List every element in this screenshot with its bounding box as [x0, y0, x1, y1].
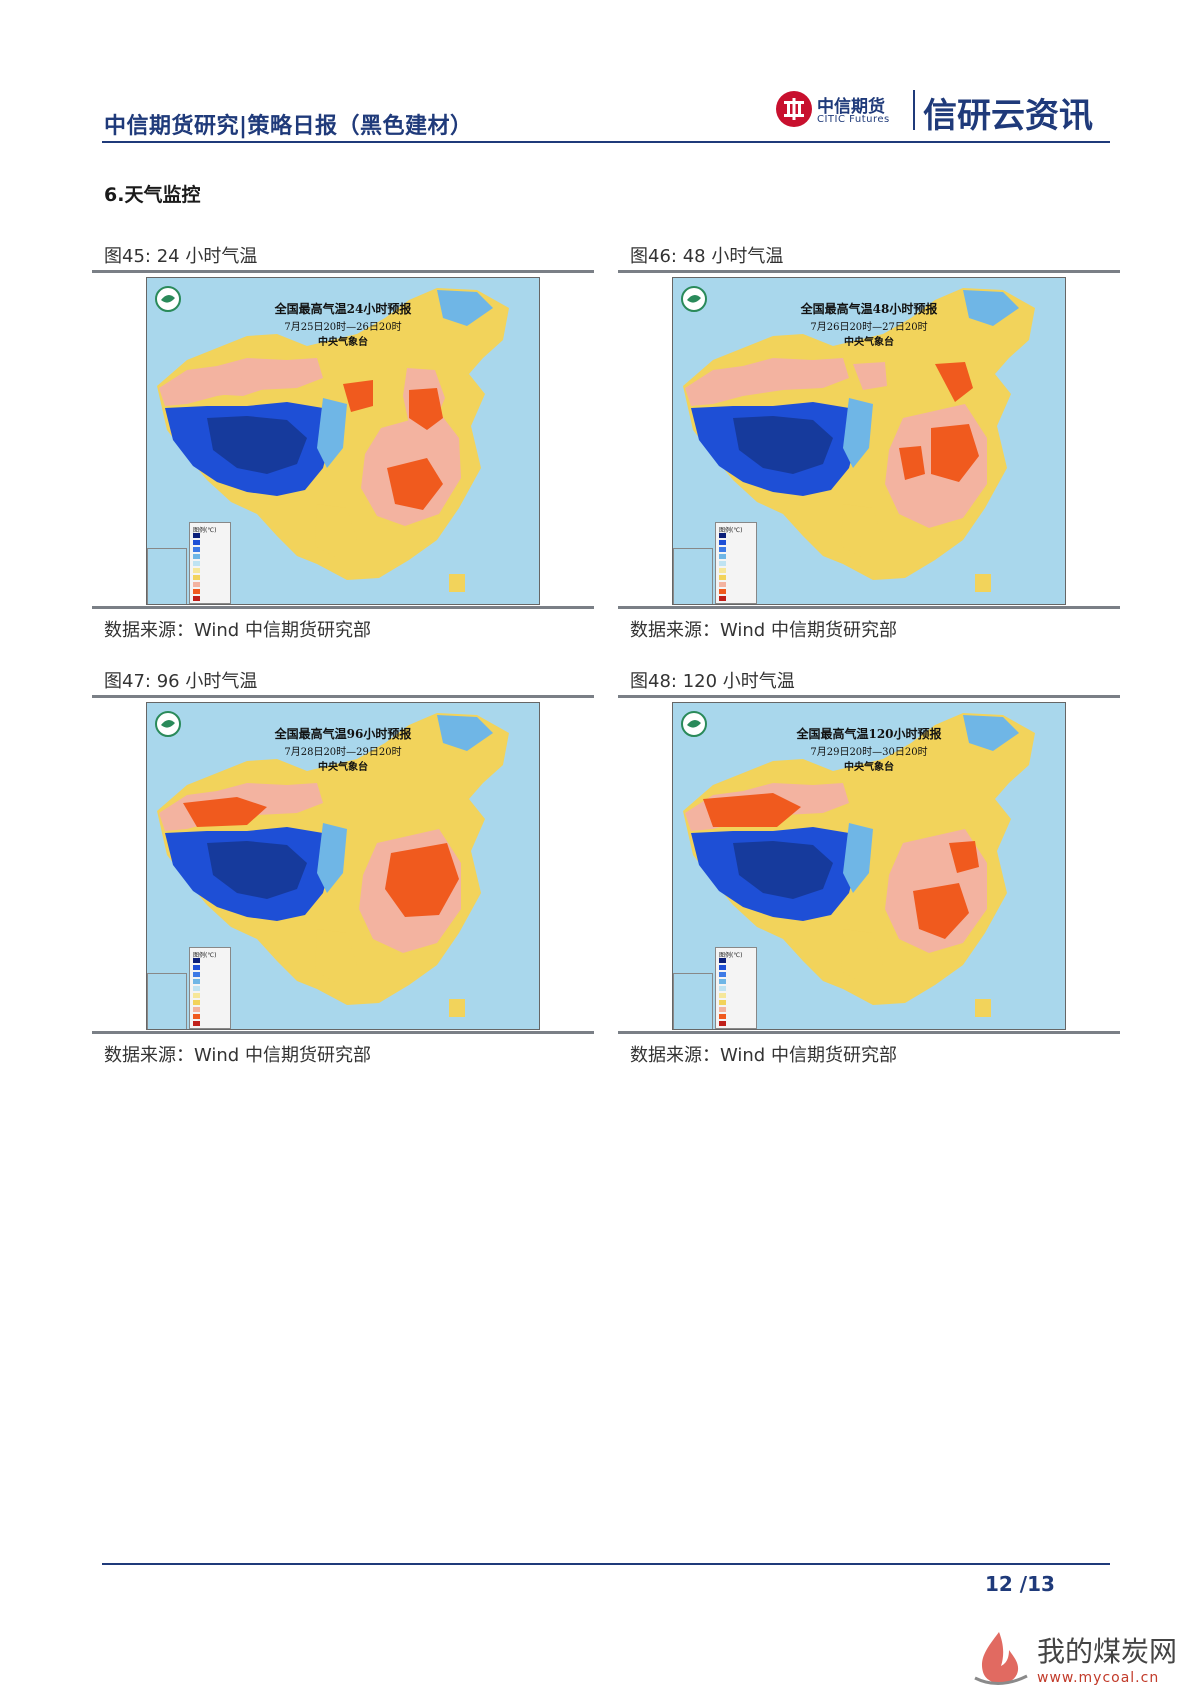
legend-swatches [193, 533, 200, 601]
map-agency: 中央气象台 [844, 337, 894, 348]
figure-bottom-rule [92, 606, 594, 609]
map-agency: 中央气象台 [844, 762, 894, 773]
figure-top-rule [618, 270, 1120, 273]
report-title: 中信期货研究|策略日报（黑色建材） [104, 114, 473, 139]
south-china-sea-inset [673, 973, 713, 1029]
figure-caption: 图48: 120 小时气温 [630, 671, 795, 692]
figure-source: 数据来源：Wind 中信期货研究部 [630, 620, 897, 641]
footer-rule [102, 1563, 1110, 1565]
figure-top-rule [92, 270, 594, 273]
brand-name: 信研云资讯 [923, 96, 1093, 136]
brand-logo: 中信期货 CITIC Futures 信研云资讯 [775, 88, 1115, 136]
cma-logo-icon [681, 711, 707, 737]
figure-caption: 图47: 96 小时气温 [104, 671, 258, 692]
figure-source: 数据来源：Wind 中信期货研究部 [104, 1045, 371, 1066]
figure-bottom-rule [618, 1031, 1120, 1034]
map-legend: 图例(℃) [715, 947, 757, 1029]
header-rule [102, 141, 1110, 143]
map-title: 全国最高气温48小时预报 [800, 302, 938, 316]
temperature-map: 全国最高气温24小时预报 7月25日20时—26日20时 中央气象台 图例(℃) [146, 277, 540, 605]
south-china-sea-inset [673, 548, 713, 604]
figure-bottom-rule [618, 606, 1120, 609]
page-number: 12 /13 [985, 1572, 1055, 1596]
china-map-graphic [157, 288, 509, 592]
map-agency: 中央气象台 [318, 762, 368, 773]
citic-logo-icon [776, 91, 812, 127]
map-title: 全国最高气温24小时预报 [274, 302, 412, 316]
figure-top-rule [92, 695, 594, 698]
figure-caption: 图46: 48 小时气温 [630, 246, 784, 267]
watermark-url: www.mycoal.cn [1037, 1670, 1160, 1686]
temperature-map: 全国最高气温48小时预报 7月26日20时—27日20时 中央气象台 图例(℃) [672, 277, 1066, 605]
china-map-graphic [157, 713, 509, 1017]
cma-logo-icon [681, 286, 707, 312]
figure-top-rule [618, 695, 1120, 698]
map-title: 全国最高气温96小时预报 [274, 727, 412, 741]
flame-logo-icon [974, 1632, 1028, 1685]
map-agency: 中央气象台 [318, 337, 368, 348]
china-map-graphic [683, 713, 1035, 1017]
cma-logo-icon [155, 286, 181, 312]
map-legend: 图例(℃) [189, 947, 231, 1029]
map-period: 7月26日20时—27日20时 [810, 322, 928, 333]
south-china-sea-inset [147, 548, 187, 604]
south-china-sea-inset [147, 973, 187, 1029]
map-title: 全国最高气温120小时预报 [796, 727, 942, 741]
map-period: 7月25日20时—26日20时 [284, 322, 402, 333]
brand-separator [913, 90, 915, 130]
legend-title: 图例(℃) [719, 952, 743, 959]
legend-title: 图例(℃) [719, 527, 743, 534]
watermark-text: 我的煤炭网 [1037, 1635, 1178, 1668]
figure-source: 数据来源：Wind 中信期货研究部 [104, 620, 371, 641]
legend-title: 图例(℃) [193, 952, 217, 959]
legend-swatches [193, 958, 200, 1026]
china-map-graphic [683, 288, 1035, 592]
legend-swatches [719, 533, 726, 601]
watermark: 我的煤炭网 www.mycoal.cn [965, 1628, 1195, 1694]
map-period: 7月28日20时—29日20时 [284, 747, 402, 758]
temperature-map: 全国最高气温96小时预报 7月28日20时—29日20时 中央气象台 图例(℃) [146, 702, 540, 1030]
map-period: 7月29日20时—30日20时 [810, 747, 928, 758]
brand-en: CITIC Futures [817, 114, 890, 125]
cma-logo-icon [155, 711, 181, 737]
section-title: 6.天气监控 [104, 184, 201, 206]
map-legend: 图例(℃) [715, 522, 757, 604]
brand-cn: 中信期货 [817, 97, 885, 117]
legend-title: 图例(℃) [193, 527, 217, 534]
temperature-map: 全国最高气温120小时预报 7月29日20时—30日20时 中央气象台 图例(℃… [672, 702, 1066, 1030]
map-legend: 图例(℃) [189, 522, 231, 604]
figure-source: 数据来源：Wind 中信期货研究部 [630, 1045, 897, 1066]
figure-bottom-rule [92, 1031, 594, 1034]
figure-caption: 图45: 24 小时气温 [104, 246, 258, 267]
legend-swatches [719, 958, 726, 1026]
